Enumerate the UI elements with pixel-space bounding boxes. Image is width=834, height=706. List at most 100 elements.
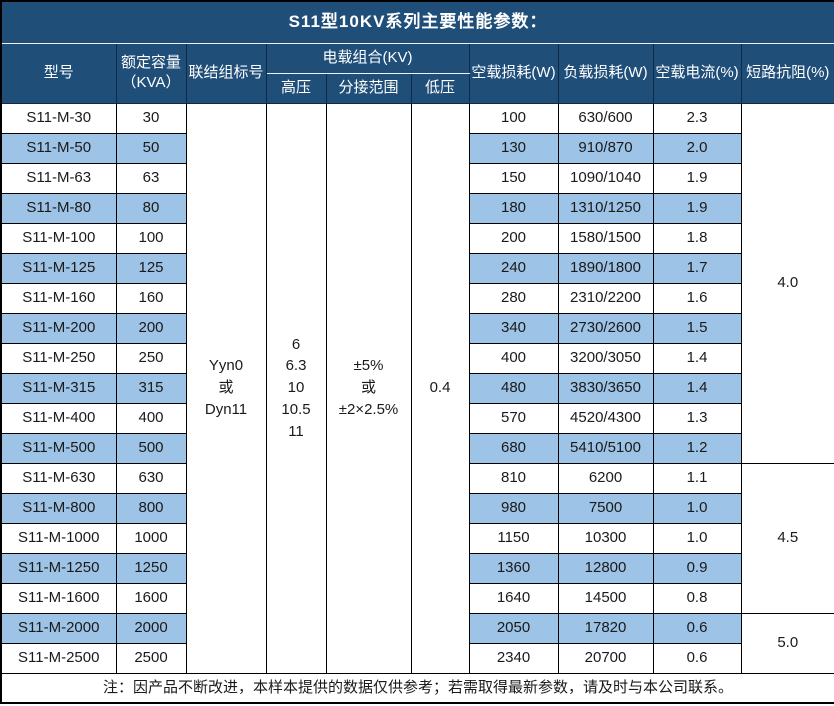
table-row: S11-M-63 63 150 1090/1040 1.9 — [0, 162, 834, 194]
table-body: S11-M-30 30 Yyn0 或 Dyn11 6 6.3 10 10.5 11 ±5… — [0, 102, 834, 674]
cell-model: S11-M-800 — [0, 492, 117, 524]
cell-capacity: 315 — [115, 372, 187, 404]
cell-no-load-loss: 2050 — [468, 612, 559, 644]
table-row: S11-M-100 100 200 1580/1500 1.8 — [0, 222, 834, 254]
header-row-main: 型号 额定容量 （KVA） 联结组标号 电载组合(KV) 空载损耗(W) 负载损… — [0, 42, 834, 104]
cell-model: S11-M-400 — [0, 402, 117, 434]
cell-no-load-current: 1.9 — [652, 162, 742, 194]
cell-low-voltage: 0.4 — [410, 102, 470, 674]
cell-capacity: 125 — [115, 252, 187, 284]
cell-load-loss: 4520/4300 — [557, 402, 654, 434]
table-row: S11-M-800 800 980 7500 1.0 — [0, 492, 834, 524]
cell-model: S11-M-630 — [0, 462, 117, 494]
col-header-lv: 低压 — [410, 72, 470, 104]
cell-load-loss: 2730/2600 — [557, 312, 654, 344]
cell-capacity: 800 — [115, 492, 187, 524]
cell-no-load-loss: 400 — [468, 342, 559, 374]
cell-capacity: 200 — [115, 312, 187, 344]
cell-load-loss: 3200/3050 — [557, 342, 654, 374]
table-row: S11-M-630 630 810 6200 1.1 4.5 — [0, 462, 834, 614]
cell-no-load-loss: 100 — [468, 102, 559, 134]
table-row: S11-M-200 200 340 2730/2600 1.5 — [0, 312, 834, 344]
cell-no-load-current: 1.6 — [652, 282, 742, 314]
cell-load-loss: 2310/2200 — [557, 282, 654, 314]
cell-capacity: 30 — [115, 102, 187, 134]
cell-load-loss: 630/600 — [557, 102, 654, 134]
cell-tap-range: ±5% 或 ±2×2.5% — [325, 102, 412, 674]
cell-model: S11-M-500 — [0, 432, 117, 464]
cell-model: S11-M-80 — [0, 192, 117, 224]
cell-no-load-current: 1.0 — [652, 522, 742, 554]
cell-model: S11-M-63 — [0, 162, 117, 194]
table-row: S11-M-2000 2000 2050 17820 0.6 5.0 — [0, 612, 834, 674]
cell-no-load-loss: 1360 — [468, 552, 559, 584]
col-header-impedance: 短路抗阻(%) — [740, 42, 834, 104]
cell-model: S11-M-160 — [0, 282, 117, 314]
cell-no-load-loss: 180 — [468, 192, 559, 224]
cell-model: S11-M-1250 — [0, 552, 117, 584]
note-row: 注：因产品不断改进，本样本提供的数据仅供参考；若需取得最新参数，请及时与本公司联… — [0, 672, 834, 704]
table-row: S11-M-400 400 570 4520/4300 1.3 — [0, 402, 834, 434]
cell-load-loss: 1890/1800 — [557, 252, 654, 284]
col-header-load-combo: 电载组合(KV) — [265, 42, 470, 74]
footnote: 注：因产品不断改进，本样本提供的数据仅供参考；若需取得最新参数，请及时与本公司联… — [0, 672, 834, 704]
col-header-connection: 联结组标号 — [185, 42, 267, 104]
cell-no-load-current: 1.8 — [652, 222, 742, 254]
cell-model: S11-M-50 — [0, 132, 117, 164]
cell-high-voltage: 6 6.3 10 10.5 11 — [265, 102, 327, 674]
col-header-no-load-current: 空载电流(%) — [652, 42, 742, 104]
cell-no-load-loss: 130 — [468, 132, 559, 164]
cell-model: S11-M-1600 — [0, 582, 117, 614]
cell-load-loss: 20700 — [557, 642, 654, 674]
col-header-no-load-loss: 空载损耗(W) — [468, 42, 559, 104]
cell-no-load-current: 1.3 — [652, 402, 742, 434]
cell-load-loss: 17820 — [557, 612, 654, 644]
cell-load-loss: 14500 — [557, 582, 654, 614]
cell-load-loss: 1090/1040 — [557, 162, 654, 194]
page-title: S11型10KV系列主要性能参数： — [1, 1, 834, 44]
cell-model: S11-M-30 — [0, 102, 117, 134]
cell-capacity: 1600 — [115, 582, 187, 614]
cell-capacity: 1000 — [115, 522, 187, 554]
col-header-load-loss: 负载损耗(W) — [557, 42, 654, 104]
table-row: S11-M-315 315 480 3830/3650 1.4 — [0, 372, 834, 404]
cell-no-load-current: 2.3 — [652, 102, 742, 134]
cell-no-load-loss: 980 — [468, 492, 559, 524]
col-header-capacity: 额定容量 （KVA） — [115, 42, 187, 104]
cell-no-load-current: 0.6 — [652, 642, 742, 674]
cell-no-load-current: 0.8 — [652, 582, 742, 614]
cell-capacity: 160 — [115, 282, 187, 314]
cell-capacity: 630 — [115, 462, 187, 494]
cell-no-load-current: 1.2 — [652, 432, 742, 464]
col-header-tap-range: 分接范围 — [325, 72, 412, 104]
cell-no-load-loss: 150 — [468, 162, 559, 194]
col-header-model: 型号 — [0, 42, 117, 104]
cell-model: S11-M-315 — [0, 372, 117, 404]
header-row-sub: 高压 分接范围 低压 — [1, 72, 834, 104]
cell-model: S11-M-1000 — [0, 522, 117, 554]
cell-model: S11-M-200 — [0, 312, 117, 344]
cell-no-load-current: 1.4 — [652, 372, 742, 404]
cell-model: S11-M-100 — [0, 222, 117, 254]
cell-load-loss: 3830/3650 — [557, 372, 654, 404]
cell-load-loss: 1580/1500 — [557, 222, 654, 254]
cell-capacity: 50 — [115, 132, 187, 164]
cell-no-load-current: 1.5 — [652, 312, 742, 344]
cell-no-load-loss: 2340 — [468, 642, 559, 674]
cell-no-load-loss: 1640 — [468, 582, 559, 614]
cell-load-loss: 6200 — [557, 462, 654, 494]
cell-model: S11-M-250 — [0, 342, 117, 374]
cell-load-loss: 910/870 — [557, 132, 654, 164]
table-header: S11型10KV系列主要性能参数： 型号 额定容量 （KVA） 联结组标号 电载… — [0, 1, 834, 104]
cell-impedance: 4.5 — [740, 462, 834, 614]
cell-capacity: 400 — [115, 402, 187, 434]
cell-no-load-current: 1.4 — [652, 342, 742, 374]
cell-capacity: 2000 — [115, 612, 187, 644]
table-footer: 注：因产品不断改进，本样本提供的数据仅供参考；若需取得最新参数，请及时与本公司联… — [0, 672, 834, 704]
table-row: S11-M-30 30 Yyn0 或 Dyn11 6 6.3 10 10.5 11 ±5… — [0, 102, 834, 674]
cell-capacity: 63 — [115, 162, 187, 194]
cell-load-loss: 5410/5100 — [557, 432, 654, 464]
cell-model: S11-M-125 — [0, 252, 117, 284]
cell-capacity: 1250 — [115, 552, 187, 584]
